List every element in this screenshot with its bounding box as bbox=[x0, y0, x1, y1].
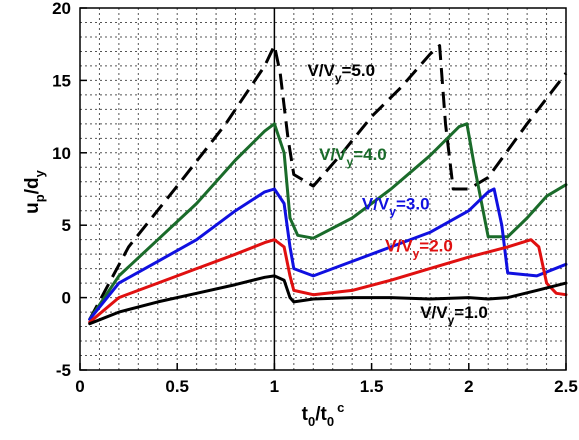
series-label: V/Vy=2.0 bbox=[385, 236, 453, 260]
y-tick-label: 10 bbox=[52, 144, 71, 163]
series-labels: V/Vy=5.0 V/Vy=4.0 V/Vy=3.0 V/Vy=2.0 V/Vy=1.0 bbox=[307, 61, 487, 327]
series-line-3-0 bbox=[88, 187, 568, 321]
series-label: V/Vy=3.0 bbox=[362, 194, 430, 218]
series-group bbox=[88, 44, 568, 326]
grid bbox=[80, 8, 566, 370]
x-tick-label: 2.5 bbox=[554, 377, 578, 396]
series-label: V/Vy=1.0 bbox=[420, 303, 488, 327]
y-tick-label: -5 bbox=[56, 361, 71, 380]
series-line-4-0 bbox=[88, 122, 568, 321]
x-tick-label: 1 bbox=[270, 377, 279, 396]
y-tick-label: 15 bbox=[52, 71, 71, 90]
x-tick-label: 2 bbox=[464, 377, 473, 396]
y-tick-label: 20 bbox=[52, 0, 71, 18]
y-tick-label: 0 bbox=[62, 289, 71, 308]
series-line-5-0 bbox=[88, 44, 568, 321]
y-tick-label: 5 bbox=[62, 216, 71, 235]
y-axis-label: up/dy bbox=[22, 169, 47, 213]
series-line-1-0 bbox=[88, 274, 568, 326]
series-line-2-0 bbox=[88, 238, 568, 324]
x-tick-label: 1.5 bbox=[360, 377, 384, 396]
series-label: V/Vy=4.0 bbox=[319, 145, 387, 169]
x-axis-label: t0/t0c bbox=[302, 400, 345, 429]
series-label: V/Vy=5.0 bbox=[307, 61, 375, 85]
x-tick-label: 0.5 bbox=[165, 377, 189, 396]
plot-frame bbox=[79, 7, 567, 371]
x-tick-label: 0 bbox=[75, 377, 84, 396]
